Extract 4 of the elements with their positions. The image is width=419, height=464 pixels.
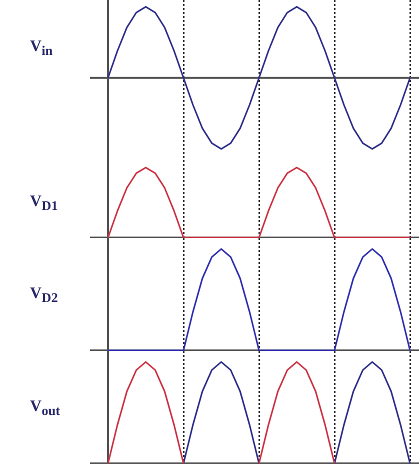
y-axis-title: V$_{D1}$ [30, 192, 58, 214]
y-axis-title: V$_{D2}$ [30, 285, 58, 307]
y-axis-title: V$_{out}$ [30, 398, 60, 420]
y-axis-title: V$_{in}$ [30, 38, 53, 60]
